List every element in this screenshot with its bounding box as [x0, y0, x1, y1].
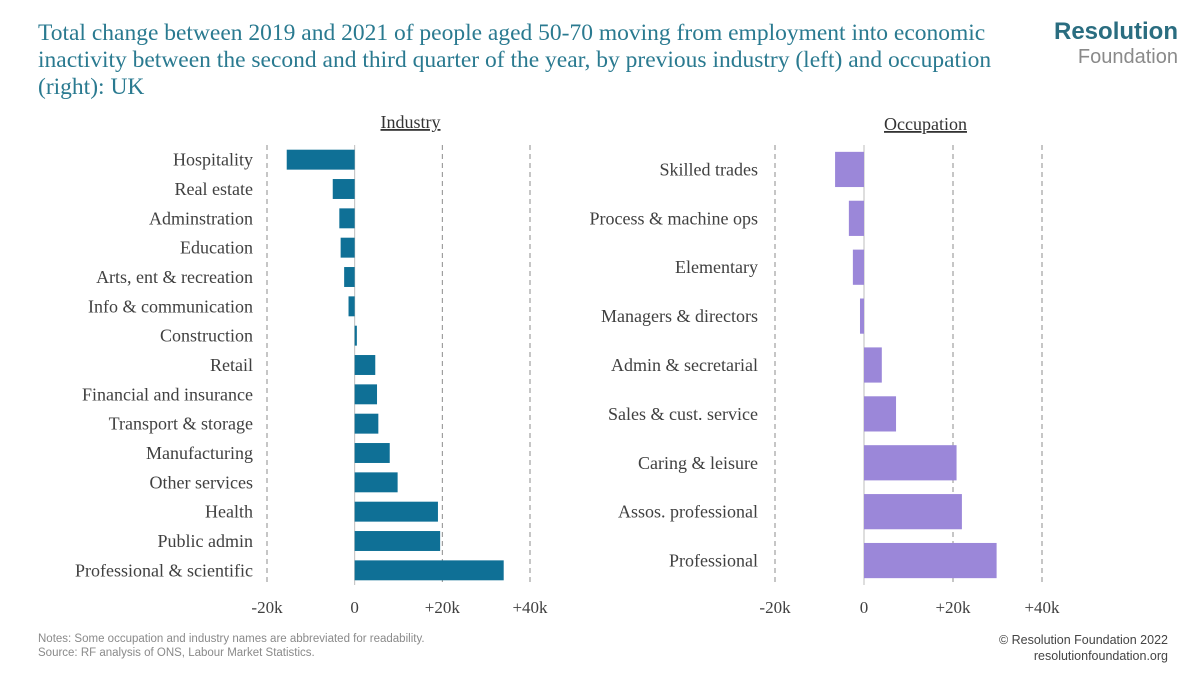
occupation-category-label: Skilled trades [660, 159, 758, 179]
industry-category-label: Adminstration [149, 208, 253, 228]
industry-category-label: Hospitality [173, 150, 253, 170]
industry-category-label: Info & communication [88, 296, 253, 316]
industry-bar [354, 384, 378, 405]
occupation-bar [859, 298, 864, 334]
logo-wordmark-line1: Resolution [1054, 18, 1178, 45]
occupation-category-label: Admin & secretarial [611, 355, 758, 375]
industry-category-label: Construction [160, 326, 253, 346]
occupation-category-label: Assos. professional [618, 502, 758, 522]
copyright: © Resolution Foundation 2022 resolutionf… [999, 632, 1168, 664]
industry-category-label: Financial and insurance [82, 384, 253, 404]
industry-tick-label: +40k [512, 598, 548, 617]
chart-title: Total change between 2019 and 2021 of pe… [38, 20, 992, 100]
industry-category-label: Health [205, 502, 253, 522]
occupation-bar [864, 542, 997, 579]
industry-bar [354, 560, 504, 581]
industry-bar [354, 325, 357, 346]
industry-category-label: Transport & storage [109, 414, 253, 434]
industry-bar [339, 208, 355, 229]
occupation-tick-label: 0 [860, 598, 869, 617]
occupation-chart-title: Occupation [884, 114, 967, 134]
occupation-bar [864, 396, 897, 432]
industry-tick-label: -20k [251, 598, 283, 617]
occupation-category-label: Process & machine ops [590, 208, 758, 228]
industry-bar [354, 413, 379, 434]
occupation-category-label: Managers & directors [601, 306, 758, 326]
resolution-foundation-logo: Resolution Foundation [1054, 18, 1178, 68]
occupation-bar [864, 347, 882, 383]
industry-bar [286, 149, 355, 170]
industry-bar [354, 443, 390, 463]
source-line: Source: RF analysis of ONS, Labour Marke… [38, 647, 315, 659]
industry-tick-label: 0 [350, 598, 359, 617]
industry-chart-title: Industry [381, 112, 441, 132]
occupation-category-label: Elementary [675, 257, 758, 277]
industry-bar [332, 179, 355, 199]
logo-wordmark-line2: Foundation [1077, 46, 1178, 68]
notes-line: Notes: Some occupation and industry name… [38, 633, 425, 645]
occupation-bar [835, 151, 864, 188]
occupation-tick-label: +20k [935, 598, 971, 617]
industry-category-label: Arts, ent & recreation [96, 267, 253, 287]
industry-tick-label: +20k [425, 598, 461, 617]
website-line: resolutionfoundation.org [1033, 649, 1168, 663]
industry-category-label: Other services [150, 472, 253, 492]
industry-bar [354, 501, 438, 522]
industry-category-label: Public admin [158, 531, 254, 551]
occupation-tick-label: -20k [759, 598, 791, 617]
occupation-tick-label: +40k [1024, 598, 1060, 617]
industry-category-label: Retail [210, 355, 253, 375]
occupation-bar [864, 445, 957, 481]
industry-category-label: Education [180, 238, 253, 258]
industry-bar [340, 237, 355, 258]
industry-category-label: Real estate [175, 179, 253, 199]
occupation-category-label: Professional [669, 551, 758, 571]
industry-bar [354, 531, 441, 551]
occupation-bar [864, 494, 962, 530]
industry-bar [354, 355, 376, 375]
occupation-category-label: Sales & cust. service [608, 404, 758, 424]
industry-category-label: Professional & scientific [75, 560, 253, 580]
occupation-category-label: Caring & leisure [638, 453, 758, 473]
industry-bar [354, 472, 398, 493]
notes: Notes: Some occupation and industry name… [38, 632, 425, 660]
industry-category-label: Manufacturing [146, 443, 253, 463]
industry-bar [348, 296, 355, 317]
occupation-bar [848, 200, 864, 236]
copyright-line: © Resolution Foundation 2022 [998, 633, 1168, 647]
industry-bar [344, 267, 355, 287]
occupation-bar [852, 249, 864, 285]
